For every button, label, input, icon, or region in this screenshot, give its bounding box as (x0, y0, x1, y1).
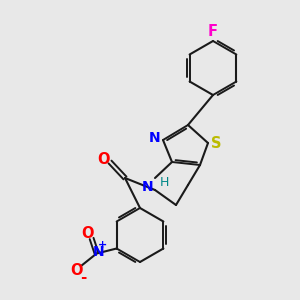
Text: -: - (80, 270, 87, 285)
Text: O: O (81, 226, 94, 241)
Text: +: + (98, 241, 107, 250)
Text: N: N (93, 244, 104, 259)
Text: F: F (208, 25, 218, 40)
Text: N: N (149, 131, 161, 145)
Text: O: O (70, 263, 83, 278)
Text: O: O (97, 152, 109, 166)
Text: N: N (141, 180, 153, 194)
Text: H: H (159, 176, 169, 188)
Text: S: S (211, 136, 221, 151)
